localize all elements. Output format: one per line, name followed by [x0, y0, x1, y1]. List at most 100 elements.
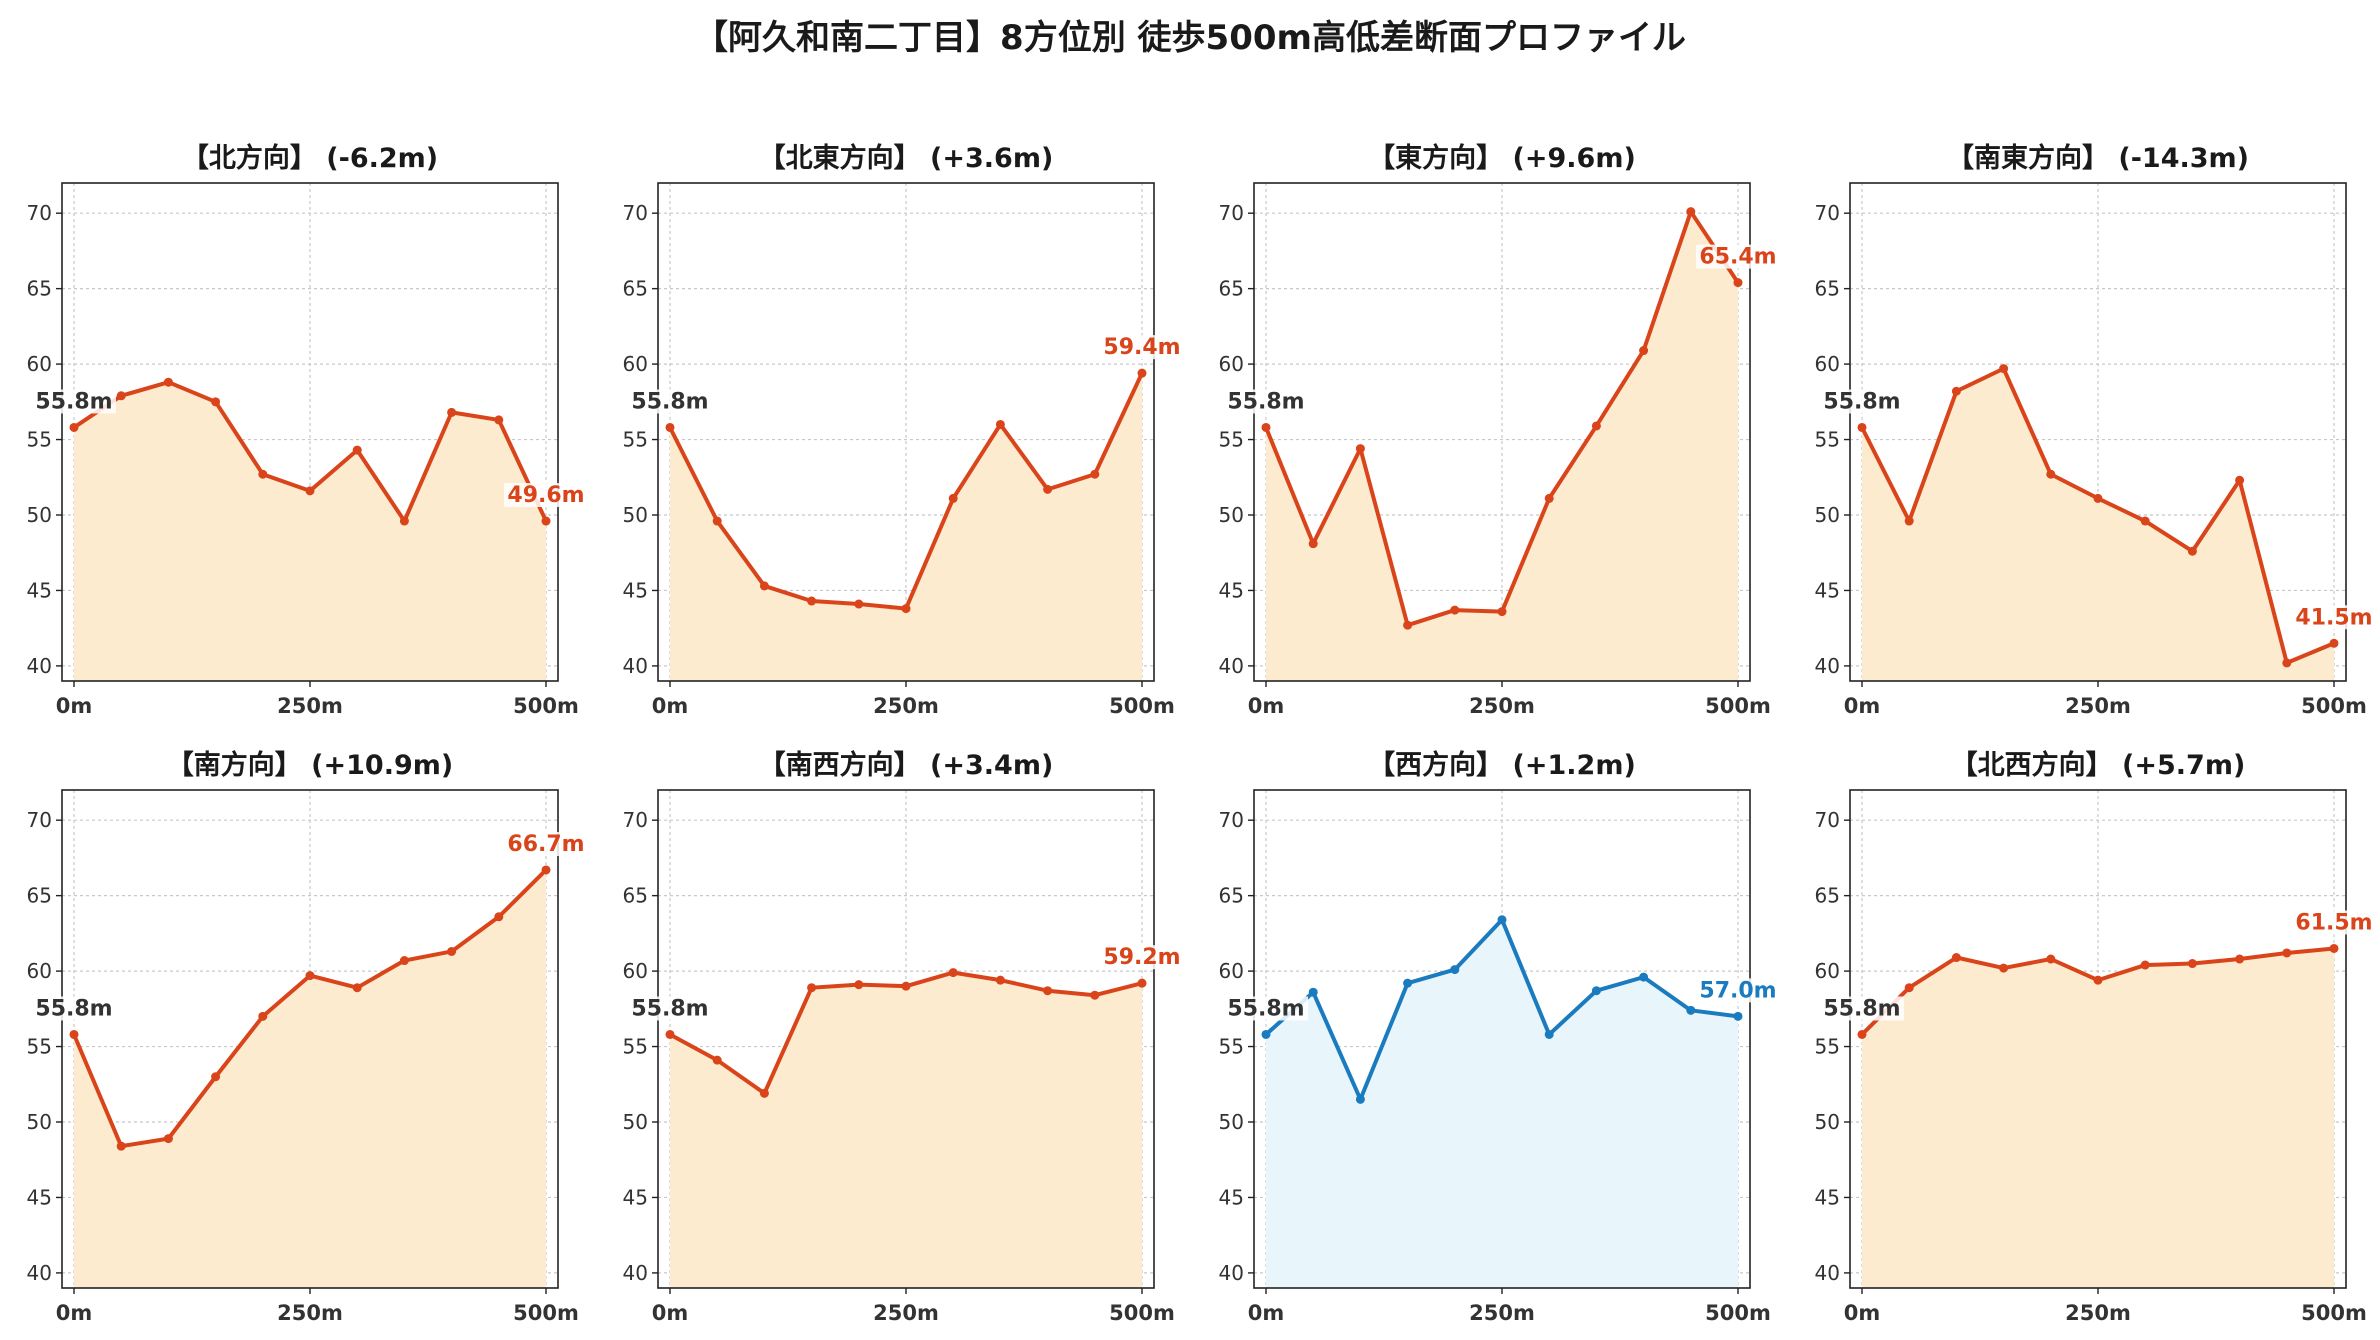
end-label-bg: [2292, 605, 2376, 630]
data-point: [1857, 1029, 1867, 1039]
x-tick-label: 0m: [652, 1301, 689, 1325]
end-elevation-label: 59.4m: [1103, 335, 1180, 360]
data-point: [163, 377, 173, 387]
data-point: [352, 445, 362, 455]
start-elevation-label: 55.8m: [1227, 389, 1304, 414]
start-label-bg: [1820, 389, 1904, 414]
x-tick-label: 500m: [1705, 694, 1771, 718]
end-label-bg: [1696, 244, 1780, 269]
y-tick-label: 70: [1815, 201, 1840, 225]
end-label-bg: [504, 831, 588, 856]
y-tick-label: 40: [623, 1261, 648, 1285]
data-point: [1544, 493, 1554, 503]
data-point: [1686, 1005, 1696, 1015]
data-point: [807, 596, 817, 606]
data-point: [1137, 368, 1147, 378]
data-point: [1355, 444, 1365, 454]
data-point: [1355, 1094, 1365, 1104]
start-elevation-label: 55.8m: [35, 996, 112, 1021]
y-tick-label: 70: [27, 201, 52, 225]
y-tick-label: 45: [623, 1185, 648, 1209]
data-point: [948, 493, 958, 503]
data-point: [1403, 978, 1413, 988]
data-point: [1951, 386, 1961, 396]
panel-title: 【北東方向】 (+3.6m): [759, 142, 1054, 174]
data-point: [759, 581, 769, 591]
end-label-bg: [1100, 335, 1184, 360]
area-fill: [670, 972, 1142, 1288]
panel-title: 【南東方向】 (-14.3m): [1947, 142, 2249, 174]
x-tick-label: 500m: [1109, 694, 1175, 718]
start-elevation-label: 55.8m: [35, 389, 112, 414]
y-tick-label: 55: [1219, 1035, 1244, 1059]
area-fill: [74, 382, 546, 681]
start-label-bg: [32, 389, 116, 414]
data-point: [1951, 953, 1961, 963]
data-point: [901, 604, 911, 614]
y-tick-label: 70: [623, 201, 648, 225]
data-point: [1544, 1029, 1554, 1039]
x-tick-label: 250m: [873, 1301, 939, 1325]
y-tick-label: 70: [1219, 201, 1244, 225]
y-tick-label: 45: [27, 1185, 52, 1209]
chart-panel-0: 【北方向】 (-6.2m) 40 45 50 55 60 65 70 0m 250m 500m 55.…: [27, 142, 588, 718]
y-tick-label: 50: [27, 1110, 52, 1134]
y-tick-label: 40: [27, 654, 52, 678]
data-point: [2329, 943, 2339, 953]
data-point: [2329, 638, 2339, 648]
data-point: [1857, 422, 1867, 432]
x-tick-label: 250m: [2065, 1301, 2131, 1325]
data-point: [352, 983, 362, 993]
end-label-bg: [2292, 910, 2376, 935]
y-tick-label: 70: [1815, 808, 1840, 832]
x-tick-label: 250m: [1469, 1301, 1535, 1325]
y-tick-label: 55: [1219, 428, 1244, 452]
end-label-bg: [504, 483, 588, 508]
y-tick-label: 70: [27, 808, 52, 832]
data-point: [1450, 605, 1460, 615]
y-tick-label: 55: [623, 1035, 648, 1059]
y-tick-label: 55: [27, 428, 52, 452]
start-elevation-label: 55.8m: [631, 996, 708, 1021]
data-point: [211, 1072, 221, 1082]
x-tick-label: 250m: [277, 694, 343, 718]
data-point: [2046, 954, 2056, 964]
data-point: [541, 516, 551, 526]
x-tick-label: 500m: [2301, 694, 2367, 718]
y-tick-label: 60: [623, 352, 648, 376]
data-point: [1497, 607, 1507, 617]
panel-title: 【東方向】 (+9.6m): [1368, 142, 1636, 174]
x-tick-label: 500m: [1705, 1301, 1771, 1325]
x-tick-label: 500m: [513, 1301, 579, 1325]
end-elevation-label: 66.7m: [507, 832, 584, 857]
panel-title: 【北西方向】 (+5.7m): [1951, 749, 2246, 781]
chart-panel-7: 【北西方向】 (+5.7m) 40 45 50 55 60 65 70 0m 250m 500m 55…: [1815, 749, 2376, 1325]
data-point: [447, 407, 457, 417]
start-elevation-label: 55.8m: [631, 389, 708, 414]
y-tick-label: 40: [1815, 654, 1840, 678]
x-tick-label: 0m: [1248, 694, 1285, 718]
area-fill: [74, 869, 546, 1288]
area-fill: [670, 373, 1142, 681]
start-label-bg: [1224, 389, 1308, 414]
data-point: [759, 1088, 769, 1098]
y-tick-label: 50: [1219, 503, 1244, 527]
data-point: [807, 983, 817, 993]
data-point: [447, 946, 457, 956]
y-tick-label: 40: [1815, 1261, 1840, 1285]
y-tick-label: 40: [27, 1261, 52, 1285]
chart-panel-1: 【北東方向】 (+3.6m) 40 45 50 55 60 65 70 0m 250m 500m 55…: [623, 142, 1184, 718]
data-point: [1261, 422, 1271, 432]
data-point: [948, 968, 958, 978]
y-tick-label: 70: [623, 808, 648, 832]
data-point: [2187, 959, 2197, 969]
x-tick-label: 250m: [1469, 694, 1535, 718]
y-tick-label: 40: [1219, 654, 1244, 678]
data-point: [258, 469, 268, 479]
end-elevation-label: 65.4m: [1699, 245, 1776, 270]
data-point: [1090, 990, 1100, 1000]
y-tick-label: 60: [1815, 352, 1840, 376]
x-tick-label: 500m: [2301, 1301, 2367, 1325]
data-point: [854, 599, 864, 609]
